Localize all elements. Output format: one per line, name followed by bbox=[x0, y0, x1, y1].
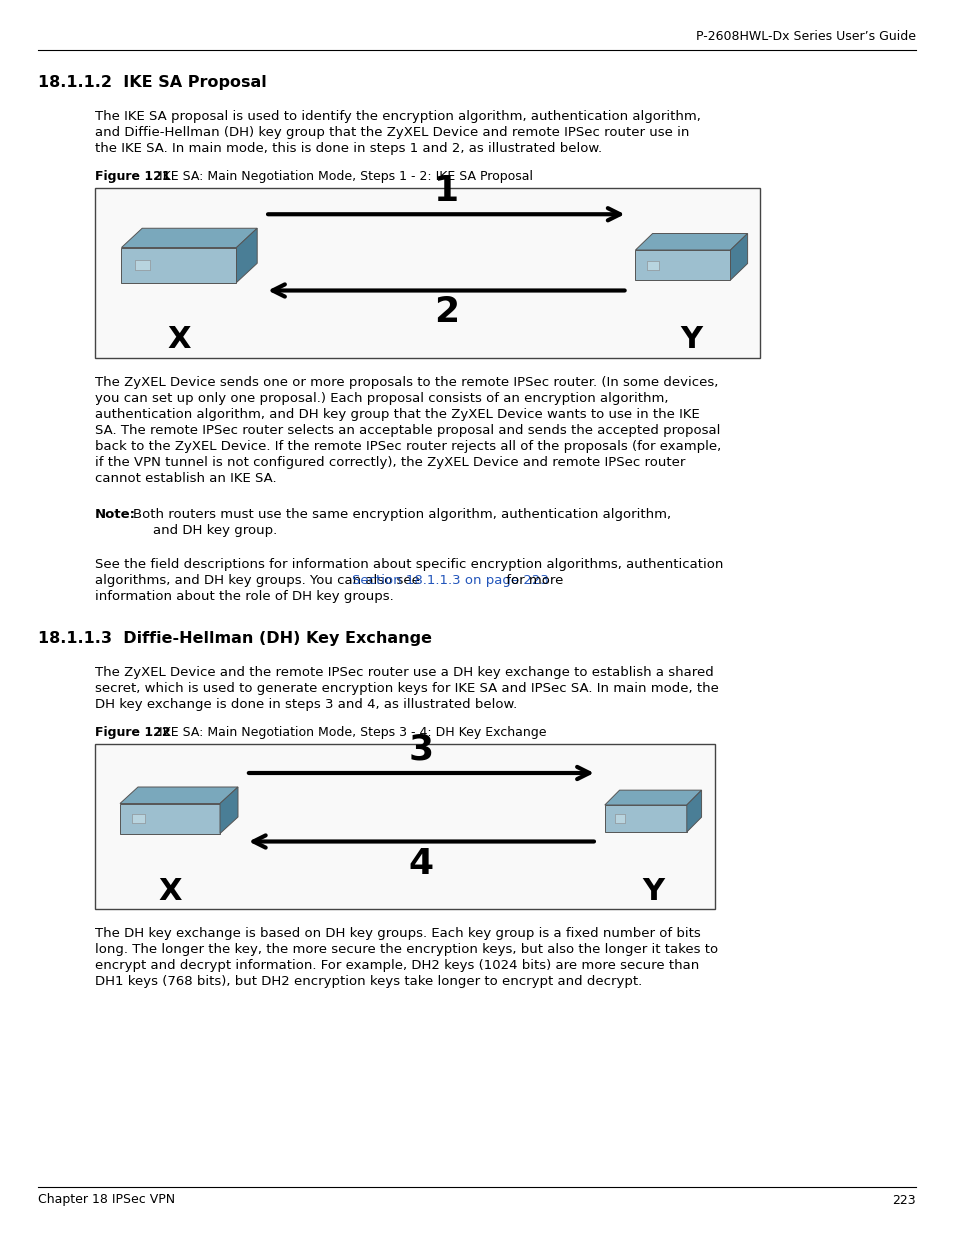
Polygon shape bbox=[635, 249, 730, 280]
Text: long. The longer the key, the more secure the encryption keys, but also the long: long. The longer the key, the more secur… bbox=[95, 944, 718, 956]
Text: Figure 121: Figure 121 bbox=[95, 170, 171, 183]
Text: information about the role of DH key groups.: information about the role of DH key gro… bbox=[95, 590, 394, 603]
Text: The ZyXEL Device and the remote IPSec router use a DH key exchange to establish : The ZyXEL Device and the remote IPSec ro… bbox=[95, 666, 713, 679]
Polygon shape bbox=[635, 233, 747, 249]
Polygon shape bbox=[236, 228, 257, 283]
Text: and DH key group.: and DH key group. bbox=[152, 524, 277, 537]
Text: Y: Y bbox=[679, 326, 701, 354]
Text: 2: 2 bbox=[434, 295, 458, 330]
Text: and Diffie-Hellman (DH) key group that the ZyXEL Device and remote IPSec router : and Diffie-Hellman (DH) key group that t… bbox=[95, 126, 689, 140]
Polygon shape bbox=[135, 259, 150, 270]
Polygon shape bbox=[730, 233, 747, 280]
Text: IKE SA: Main Negotiation Mode, Steps 1 - 2: IKE SA Proposal: IKE SA: Main Negotiation Mode, Steps 1 -… bbox=[147, 170, 533, 183]
Bar bbox=[95, 188, 760, 358]
Text: The DH key exchange is based on DH key groups. Each key group is a fixed number : The DH key exchange is based on DH key g… bbox=[95, 927, 700, 940]
Polygon shape bbox=[120, 804, 220, 834]
Text: authentication algorithm, and DH key group that the ZyXEL Device wants to use in: authentication algorithm, and DH key gro… bbox=[95, 408, 699, 421]
Text: 18.1.1.2  IKE SA Proposal: 18.1.1.2 IKE SA Proposal bbox=[38, 75, 267, 90]
Text: The ZyXEL Device sends one or more proposals to the remote IPSec router. (In som: The ZyXEL Device sends one or more propo… bbox=[95, 375, 718, 389]
Polygon shape bbox=[121, 228, 257, 247]
Polygon shape bbox=[646, 261, 659, 269]
Text: SA. The remote IPSec router selects an acceptable proposal and sends the accepte: SA. The remote IPSec router selects an a… bbox=[95, 424, 720, 437]
Text: back to the ZyXEL Device. If the remote IPSec router rejects all of the proposal: back to the ZyXEL Device. If the remote … bbox=[95, 440, 720, 453]
Text: See the field descriptions for information about specific encryption algorithms,: See the field descriptions for informati… bbox=[95, 558, 722, 571]
Text: the IKE SA. In main mode, this is done in steps 1 and 2, as illustrated below.: the IKE SA. In main mode, this is done i… bbox=[95, 142, 601, 156]
Text: 223: 223 bbox=[891, 1193, 915, 1207]
Text: 4: 4 bbox=[409, 846, 434, 881]
Polygon shape bbox=[220, 787, 237, 834]
Polygon shape bbox=[686, 790, 700, 832]
Text: IKE SA: Main Negotiation Mode, Steps 3 - 4: DH Key Exchange: IKE SA: Main Negotiation Mode, Steps 3 -… bbox=[147, 726, 546, 739]
Text: X: X bbox=[158, 877, 182, 905]
Text: secret, which is used to generate encryption keys for IKE SA and IPSec SA. In ma: secret, which is used to generate encryp… bbox=[95, 682, 719, 695]
Text: algorithms, and DH key groups. You can also see: algorithms, and DH key groups. You can a… bbox=[95, 574, 424, 587]
Bar bbox=[95, 743, 714, 909]
Polygon shape bbox=[120, 787, 237, 804]
Text: 18.1.1.3  Diffie-Hellman (DH) Key Exchange: 18.1.1.3 Diffie-Hellman (DH) Key Exchang… bbox=[38, 631, 432, 646]
Text: Note:: Note: bbox=[95, 508, 136, 521]
Text: Section 18.1.1.3 on page 223: Section 18.1.1.3 on page 223 bbox=[352, 574, 548, 587]
Text: you can set up only one proposal.) Each proposal consists of an encryption algor: you can set up only one proposal.) Each … bbox=[95, 391, 668, 405]
Text: P-2608HWL-Dx Series User’s Guide: P-2608HWL-Dx Series User’s Guide bbox=[696, 30, 915, 42]
Text: Y: Y bbox=[641, 877, 663, 905]
Polygon shape bbox=[614, 814, 624, 823]
Polygon shape bbox=[132, 814, 145, 823]
Text: The IKE SA proposal is used to identify the encryption algorithm, authentication: The IKE SA proposal is used to identify … bbox=[95, 110, 700, 124]
Text: X: X bbox=[167, 326, 191, 354]
Text: DH key exchange is done in steps 3 and 4, as illustrated below.: DH key exchange is done in steps 3 and 4… bbox=[95, 698, 517, 711]
Text: encrypt and decrypt information. For example, DH2 keys (1024 bits) are more secu: encrypt and decrypt information. For exa… bbox=[95, 960, 699, 972]
Polygon shape bbox=[604, 805, 686, 832]
Text: DH1 keys (768 bits), but DH2 encryption keys take longer to encrypt and decrypt.: DH1 keys (768 bits), but DH2 encryption … bbox=[95, 974, 641, 988]
Text: Figure 122: Figure 122 bbox=[95, 726, 171, 739]
Text: 1: 1 bbox=[434, 174, 458, 209]
Text: 3: 3 bbox=[409, 734, 434, 767]
Text: Chapter 18 IPSec VPN: Chapter 18 IPSec VPN bbox=[38, 1193, 175, 1207]
Polygon shape bbox=[604, 790, 700, 805]
Text: cannot establish an IKE SA.: cannot establish an IKE SA. bbox=[95, 472, 276, 485]
Text: Both routers must use the same encryption algorithm, authentication algorithm,: Both routers must use the same encryptio… bbox=[132, 508, 670, 521]
Polygon shape bbox=[121, 247, 236, 283]
Text: if the VPN tunnel is not configured correctly), the ZyXEL Device and remote IPSe: if the VPN tunnel is not configured corr… bbox=[95, 456, 684, 469]
Text: for more: for more bbox=[501, 574, 562, 587]
